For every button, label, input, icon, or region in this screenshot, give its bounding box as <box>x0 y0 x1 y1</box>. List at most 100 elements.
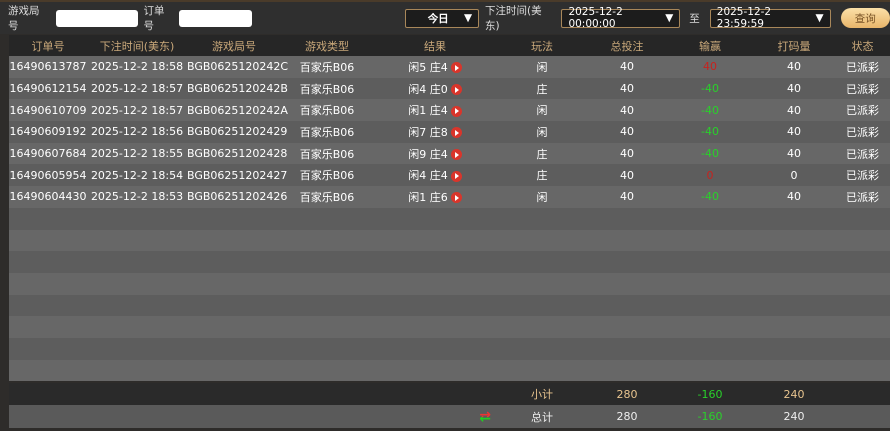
bet-text: 40 <box>620 103 634 117</box>
result-text: 闲9 庄4 <box>408 147 448 161</box>
cell-win: 0 <box>667 169 753 182</box>
refresh-icon[interactable]: ⇄ <box>479 408 491 425</box>
total-label: 总计 <box>531 410 553 424</box>
empty-row <box>9 272 890 295</box>
cell-bet: 40 <box>587 60 667 73</box>
order-text: 16490609192 <box>9 125 87 139</box>
order-input[interactable] <box>178 9 252 27</box>
cell-status: 已派彩 <box>835 146 890 162</box>
time-text: 2025-12-2 18:56 <box>90 125 184 139</box>
subtotal-row: 小计 280 -160 240 <box>9 383 890 405</box>
game-round-input[interactable] <box>55 9 138 27</box>
cell-type: 百家乐B06 <box>281 167 373 183</box>
bet-text: 40 <box>620 190 634 204</box>
play-text: 庄 <box>536 169 548 183</box>
table-row: 16490609192 2025-12-2 18:56 BGB06251202429… <box>9 121 890 143</box>
cell-time: 2025-12-2 18:55 <box>87 147 187 160</box>
cell-order: 16490612154 <box>9 82 87 95</box>
cell-bet: 40 <box>587 104 667 117</box>
valid-text: 40 <box>787 125 801 139</box>
cell-play: 闲 <box>497 102 587 118</box>
cell-win: -40 <box>667 125 753 138</box>
total-valid: 240 <box>783 410 805 423</box>
cell-round: BGB06251202428 <box>187 147 287 160</box>
cell-result: 闲5 庄4 <box>373 59 497 75</box>
order-text: 16490605954 <box>9 168 87 182</box>
bet-records-table: 订单号 下注时间(美东) 游戏局号 游戏类型 结果 玩法 总投注 输赢 打码量 状态 164906… <box>9 35 890 382</box>
order-text: 16490612154 <box>9 82 87 96</box>
cell-order: 16490613787 <box>9 60 87 73</box>
cell-result: 闲7 庄8 <box>373 124 497 140</box>
type-text: 百家乐B06 <box>299 60 355 74</box>
start-time-value: 2025-12-2 00:00:00 <box>568 6 623 30</box>
cell-order: 16490604430 <box>9 190 87 203</box>
win-text: -40 <box>701 125 719 139</box>
empty-row <box>9 251 890 273</box>
cell-type: 百家乐B06 <box>281 189 373 205</box>
end-time-select[interactable]: 2025-12-2 23:59:59 ▼ <box>709 6 831 30</box>
table-row: 16490612154 2025-12-2 18:57 BGB0625120242B… <box>9 77 890 100</box>
column-header: 输赢 <box>699 39 721 53</box>
status-text: 已派彩 <box>846 125 879 139</box>
filter-bar: 游戏局号 订单号 今日 ▼ 下注时间(美东) 2025-12-2 00:00:00… <box>0 2 890 34</box>
start-time-select[interactable]: 2025-12-2 00:00:00 ▼ <box>561 6 681 30</box>
status-text: 已派彩 <box>846 147 879 161</box>
cell-result: 闲1 庄4 <box>373 102 497 118</box>
empty-row <box>9 207 890 230</box>
period-select[interactable]: 今日 ▼ <box>404 8 480 28</box>
play-replay-icon[interactable] <box>450 192 462 204</box>
play-text: 闲 <box>536 190 548 204</box>
bet-text: 40 <box>620 147 634 161</box>
type-text: 百家乐B06 <box>299 190 355 204</box>
table-row: 16490605954 2025-12-2 18:54 BGB06251202427… <box>9 164 890 187</box>
valid-text: 40 <box>787 103 801 117</box>
play-replay-icon[interactable] <box>450 84 462 96</box>
cell-result: 闲4 庄0 <box>373 81 497 97</box>
cell-play: 闲 <box>497 124 587 140</box>
cell-order: 16490607684 <box>9 147 87 160</box>
time-text: 2025-12-2 18:58 <box>90 60 184 74</box>
bet-text: 40 <box>620 82 634 96</box>
valid-text: 0 <box>790 168 798 182</box>
total-bet: 280 <box>616 410 638 423</box>
type-text: 百家乐B06 <box>299 147 355 161</box>
round-text: BGB06251202427 <box>187 168 288 182</box>
cell-status: 已派彩 <box>835 81 890 97</box>
to-label: 至 <box>689 12 700 25</box>
cell-result: 闲9 庄4 <box>373 146 497 162</box>
cell-valid: 40 <box>753 190 835 203</box>
cell-time: 2025-12-2 18:57 <box>87 104 187 117</box>
play-replay-icon[interactable] <box>450 62 462 74</box>
play-replay-icon[interactable] <box>450 105 462 117</box>
time-text: 2025-12-2 18:54 <box>90 168 184 182</box>
query-button[interactable]: 查询 <box>840 8 890 28</box>
time-text: 2025-12-2 18:55 <box>90 147 184 161</box>
cell-round: BGB06251202429 <box>187 125 287 138</box>
result-text: 闲7 庄8 <box>408 125 448 139</box>
cell-bet: 40 <box>587 125 667 138</box>
status-text: 已派彩 <box>846 60 879 74</box>
cell-status: 已派彩 <box>835 124 890 140</box>
cell-play: 庄 <box>497 146 587 162</box>
win-text: -40 <box>701 147 719 161</box>
play-replay-icon[interactable] <box>450 127 462 139</box>
time-text: 2025-12-2 18:57 <box>90 82 184 96</box>
empty-row <box>9 316 890 338</box>
cell-status: 已派彩 <box>835 189 890 205</box>
cell-play: 庄 <box>497 167 587 183</box>
cell-play: 闲 <box>497 189 587 205</box>
subtotal-valid: 240 <box>783 387 805 401</box>
column-header: 总投注 <box>610 39 644 53</box>
bet-text: 40 <box>620 60 634 74</box>
play-text: 闲 <box>536 60 548 74</box>
time-text: 2025-12-2 18:53 <box>90 190 184 204</box>
play-replay-icon[interactable] <box>450 149 462 161</box>
order-text: 16490604430 <box>9 190 87 204</box>
end-time-value: 2025-12-2 23:59:59 <box>716 6 772 30</box>
round-text: BGB06251202426 <box>187 190 288 204</box>
cell-win: -40 <box>667 104 753 117</box>
play-replay-icon[interactable] <box>450 170 462 182</box>
cell-time: 2025-12-2 18:53 <box>87 190 187 203</box>
cell-win: -40 <box>667 190 753 203</box>
cell-round: BGB0625120242A <box>187 104 288 117</box>
